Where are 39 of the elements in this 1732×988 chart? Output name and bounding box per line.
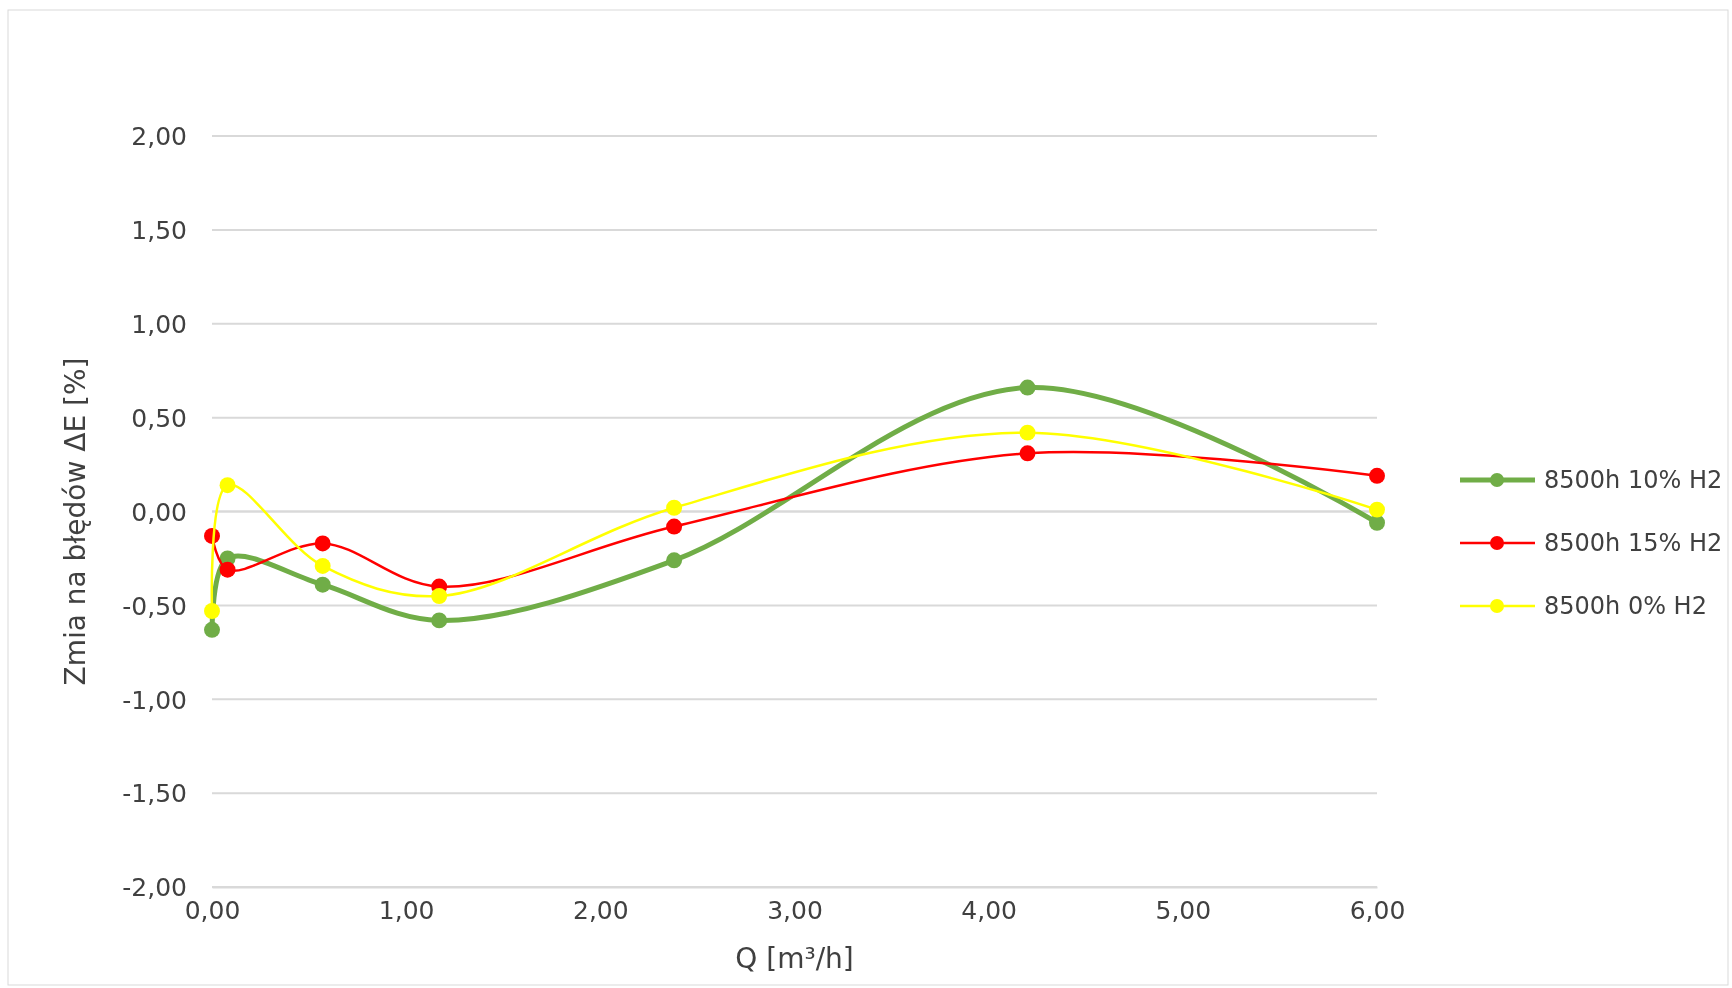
x-tick-label: 4,00: [961, 895, 1017, 925]
point: [219, 477, 236, 494]
point: [1369, 514, 1385, 531]
y-tick-label: 2,00: [131, 122, 187, 152]
point: [219, 561, 236, 578]
point: [314, 557, 331, 574]
y-tick-label: -2,00: [122, 873, 187, 903]
x-tick-label: 1,00: [378, 895, 435, 925]
y-tick-label: -1,00: [122, 685, 187, 715]
x-tick-label: 0,00: [184, 895, 241, 925]
x-tick-label: 3,00: [767, 895, 823, 925]
point: [431, 588, 448, 604]
point: [666, 499, 683, 516]
point: [204, 603, 220, 619]
point: [1019, 379, 1036, 396]
point: [204, 621, 220, 638]
point: [666, 518, 683, 535]
y-tick-label: -1,50: [122, 779, 187, 809]
point: [431, 612, 448, 629]
point: [1019, 445, 1036, 462]
legend-label: 8500h 15% H2: [1544, 529, 1723, 558]
point: [1369, 501, 1385, 518]
legend-label: 8500h 10% H2: [1544, 466, 1723, 495]
point: [314, 576, 331, 593]
point: [1369, 467, 1385, 484]
y-tick-label: 1,00: [131, 310, 187, 339]
x-tick-label: 5,00: [1155, 895, 1212, 925]
x-axis-title: Q [m³/h]: [735, 942, 854, 975]
x-tick-label: 2,00: [573, 895, 629, 925]
y-axis-title: Zmia na błędów ΔE [%]: [59, 357, 92, 686]
y-tick-label: 0,50: [131, 403, 187, 433]
point: [314, 535, 331, 552]
point: [1019, 424, 1036, 441]
y-tick-label: -0,50: [122, 591, 187, 621]
x-tick-label: 6,00: [1349, 895, 1406, 925]
point: [666, 552, 683, 569]
y-tick-label: 1,50: [131, 216, 187, 246]
legend-label: 8500h 0% H2: [1544, 592, 1707, 621]
y-tick-label: 0,00: [131, 497, 187, 527]
